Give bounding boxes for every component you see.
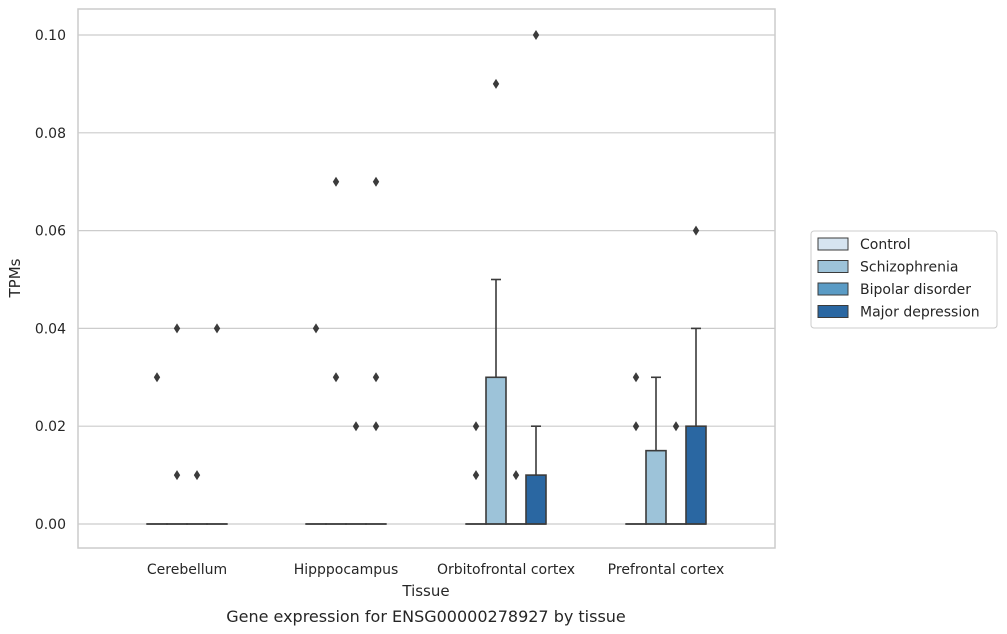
x-axis-ticks: Cerebellum Hipppocampus Orbitofrontal cort…: [147, 562, 724, 578]
legend-frame: [810, 230, 998, 329]
outlier-point: [352, 421, 360, 432]
x-tick-label: Cerebellum: [147, 562, 227, 578]
legend-label: Bipolar disorder: [860, 282, 971, 298]
legend-swatch: [817, 260, 849, 273]
box-major-depression: [525, 474, 547, 525]
outlier-point: [153, 372, 161, 383]
outlier-point: [372, 372, 380, 383]
outlier-point: [372, 176, 380, 187]
y-tick-label: 0.04: [35, 321, 66, 337]
y-tick-label: 0.10: [35, 28, 66, 44]
box-schizophrenia: [485, 376, 507, 525]
x-tick-label: Orbitofrontal cortex: [437, 562, 575, 578]
box-major-depression: [685, 425, 707, 525]
outlier-point: [332, 176, 340, 187]
outlier-point: [472, 470, 480, 481]
legend: Control Schizophrenia Bipolar disorder Majo…: [810, 230, 998, 329]
outlier-point: [632, 372, 640, 383]
outlier-point: [532, 30, 540, 40]
x-axis-title: Tissue: [401, 582, 449, 600]
y-tick-label: 0.02: [35, 419, 66, 435]
outlier-point: [672, 421, 680, 432]
legend-label: Major depression: [860, 305, 980, 321]
plot-area: [77, 8, 776, 549]
legend-label: Control: [860, 237, 911, 253]
legend-label: Schizophrenia: [860, 260, 958, 276]
x-tick-label: Hipppocampus: [294, 562, 399, 578]
outlier-point: [193, 470, 201, 481]
box-schizophrenia: [645, 449, 667, 525]
legend-swatch: [817, 282, 849, 296]
outlier-point: [632, 421, 640, 432]
legend-swatch: [817, 237, 849, 251]
chart-caption: Gene expression for ENSG00000278927 by t…: [226, 607, 626, 626]
outlier-point: [173, 470, 181, 481]
outlier-point: [472, 421, 480, 432]
outlier-point: [372, 421, 380, 432]
box-series: [146, 30, 707, 525]
outlier-point: [492, 78, 500, 89]
y-tick-label: 0.08: [35, 126, 66, 142]
outlier-point: [213, 323, 221, 334]
y-tick-label: 0.00: [35, 517, 66, 533]
outlier-point: [312, 323, 320, 334]
y-tick-label: 0.06: [35, 224, 66, 240]
x-tick-label: Prefrontal cortex: [608, 562, 725, 578]
outlier-point: [512, 470, 520, 481]
legend-swatch: [817, 305, 849, 318]
outlier-point: [332, 372, 340, 383]
outlier-point: [173, 323, 181, 334]
y-axis-ticks: 0.00 0.02 0.04 0.06 0.08 0.10: [35, 28, 66, 533]
y-axis-title: TPMs: [6, 258, 24, 298]
outlier-point: [692, 225, 700, 236]
